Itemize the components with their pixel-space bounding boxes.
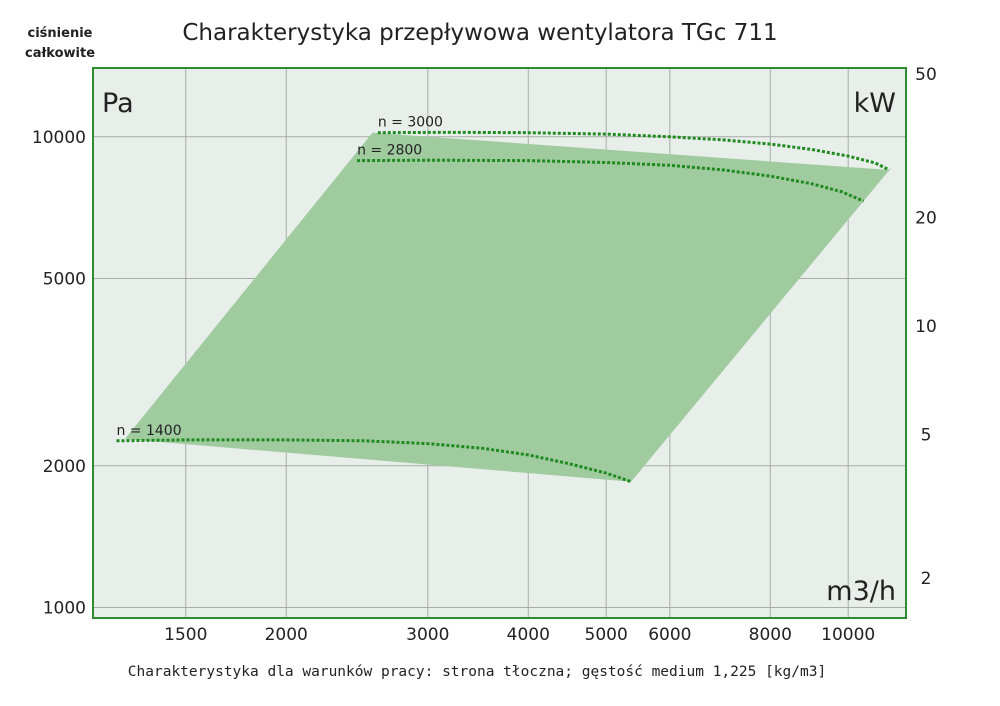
operating-envelope [124, 132, 890, 482]
x-axis-unit: m3/h [826, 576, 896, 607]
y2-tick-label-3: 20 [915, 209, 937, 229]
y-tick-label-1: 2000 [43, 457, 86, 477]
curve-2 [357, 158, 865, 203]
x-tick-label-6: 8000 [749, 625, 792, 645]
x-tick-label-1: 2000 [265, 625, 308, 645]
y-axis-unit: Pa [102, 88, 134, 119]
curve-label-3: n = 1400 [116, 423, 181, 439]
y2-tick-label-2: 10 [915, 317, 937, 337]
curve-label-1: n = 3000 [378, 115, 443, 131]
y2-tick-label-4: 50 [915, 65, 937, 85]
chart-caption: Charakterystyka dla warunków pracy: stro… [128, 664, 826, 680]
x-tick-label-0: 1500 [164, 625, 207, 645]
x-tick-label-4: 5000 [585, 625, 628, 645]
y-tick-label-2: 5000 [43, 269, 86, 289]
y-tick-label-0: 1000 [43, 599, 86, 619]
y-axis-ticks: 1000 2000 5000 10000 [32, 128, 86, 619]
y2-tick-label-0: 2 [921, 569, 932, 589]
y2-axis-unit: kW [854, 88, 896, 119]
y2-tick-label-1: 5 [921, 426, 932, 446]
x-tick-label-2: 3000 [406, 625, 449, 645]
y-axis-label-line-1: ciśnienie [28, 26, 93, 41]
curve-1 [377, 130, 890, 172]
x-tick-label-3: 4000 [507, 625, 550, 645]
plot-frame [92, 67, 907, 619]
speed-curves: n = 3000 n = 2800 n = 1400 [116, 115, 890, 484]
chart-title: Charakterystyka przepływowa wentylatora … [182, 20, 777, 46]
x-tick-label-5: 6000 [648, 625, 691, 645]
y2-axis-ticks: 2 5 10 20 50 [915, 65, 937, 589]
x-axis-ticks: 1500 2000 3000 4000 5000 6000 8000 10000 [164, 625, 875, 645]
y-axis-label-line-2: całkowite [25, 46, 95, 61]
x-tick-label-7: 10000 [821, 625, 875, 645]
curve-label-2: n = 2800 [357, 143, 422, 159]
y-tick-label-3: 10000 [32, 128, 86, 148]
